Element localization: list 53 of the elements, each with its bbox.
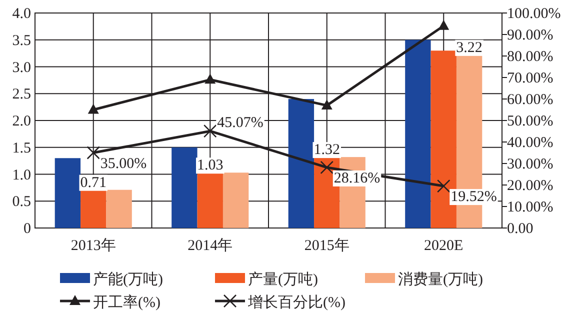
x-tick-label: 2013年 — [70, 237, 116, 254]
point — [436, 179, 450, 193]
point — [204, 74, 216, 84]
x-tick-label: 2014年 — [188, 237, 233, 254]
y2-tick-label: 70.00% — [507, 70, 554, 86]
y-tick-label: 0 — [24, 221, 31, 237]
point — [88, 104, 99, 114]
data-label: 3.22 — [456, 40, 482, 56]
bar — [54, 158, 81, 228]
bar — [172, 147, 198, 228]
y2-tick-label: 10.00% — [507, 200, 554, 216]
data-label: 19.52% — [450, 189, 497, 206]
point — [203, 124, 217, 138]
data-label: 28.16% — [334, 170, 380, 186]
data-label: 1.32 — [314, 142, 340, 158]
bar — [222, 172, 249, 228]
data-label: 45.07% — [217, 115, 264, 132]
y2-tick-label: 20.00% — [507, 178, 554, 194]
point — [321, 99, 332, 110]
legend-label: 增长百分比(%) — [247, 294, 346, 311]
bar — [405, 40, 431, 228]
legend-label: 开工率(%) — [93, 294, 160, 311]
y-tick-label: 3.0 — [12, 60, 31, 76]
y-tick-label: 1.5 — [12, 140, 31, 156]
y2-tick-label: 60.00% — [507, 92, 554, 108]
data-label: 35.00% — [100, 156, 147, 172]
y-tick-label: 4.0 — [12, 6, 31, 22]
y2-tick-label: 100.00% — [507, 6, 561, 22]
y-tick-label: 1.0 — [12, 167, 31, 184]
y2-tick-label: 90.00% — [507, 28, 554, 44]
y-tick-label: 2.5 — [12, 86, 31, 103]
bar — [80, 190, 106, 228]
y2-tick-label: 0.00 — [507, 221, 534, 237]
legend-label: 产量(万吨) — [248, 271, 318, 288]
y-tick-label: 3.5 — [12, 32, 31, 49]
y2-tick-label: 80.00% — [507, 49, 554, 65]
y2-tick-label: 40.00% — [507, 135, 554, 151]
x-tick-label: 2020E — [424, 238, 464, 254]
point — [320, 160, 334, 174]
data-label: 0.71 — [80, 174, 106, 191]
x-tick-label: 2015年 — [304, 237, 350, 254]
legend-label: 消费量(万吨) — [398, 271, 483, 288]
point — [438, 20, 450, 30]
y2-tick-label: 30.00% — [507, 156, 554, 172]
y-tick-label: 2.0 — [12, 114, 31, 130]
data-label: 1.03 — [197, 158, 224, 174]
bar — [106, 190, 132, 228]
point — [86, 146, 100, 160]
bar — [197, 172, 223, 228]
legend-label: 产能(万吨) — [93, 271, 163, 288]
bar — [288, 99, 314, 228]
y2-tick-label: 50.00% — [507, 114, 554, 130]
y-tick-label: 0.5 — [12, 194, 31, 210]
